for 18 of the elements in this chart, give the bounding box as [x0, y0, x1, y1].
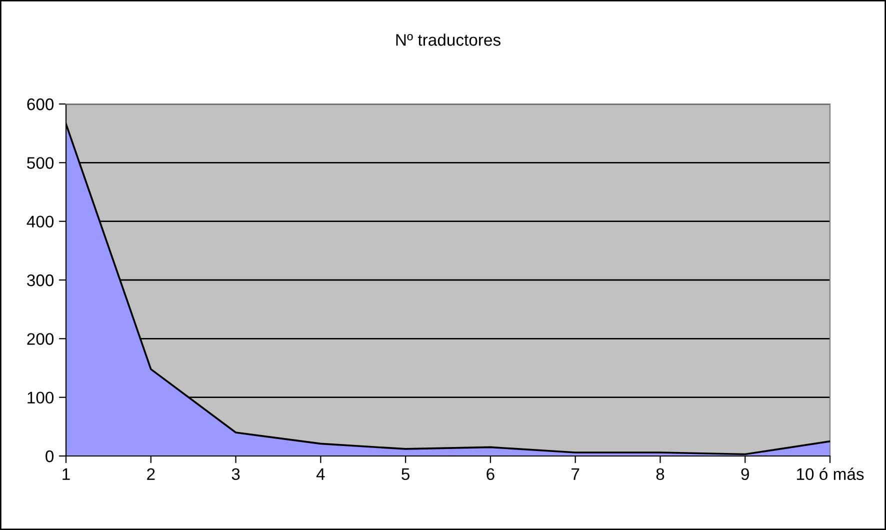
y-tick-label: 600 — [27, 98, 54, 110]
chart-title: Nº traductores — [396, 34, 500, 46]
x-tick-label: 6 — [486, 468, 494, 480]
y-tick-label: 100 — [28, 392, 54, 404]
x-tick-label: 1 — [62, 468, 70, 480]
x-tick-label: 2 — [147, 468, 155, 480]
y-tick-label: 500 — [27, 157, 54, 169]
x-tick-label: 3 — [232, 468, 240, 480]
y-tick-label: 400 — [26, 216, 54, 228]
x-tick-label: 4 — [316, 468, 325, 480]
y-tick-label: 300 — [27, 274, 54, 286]
x-tick-label: 5 — [402, 468, 410, 480]
x-tick-label: 9 — [741, 468, 749, 480]
x-tick-label: 10 ó más — [796, 468, 864, 480]
y-tick-label: 0 — [46, 450, 54, 462]
y-tick-label: 200 — [27, 333, 54, 345]
x-tick-label: 8 — [656, 468, 664, 480]
x-tick-label: 7 — [572, 468, 580, 480]
